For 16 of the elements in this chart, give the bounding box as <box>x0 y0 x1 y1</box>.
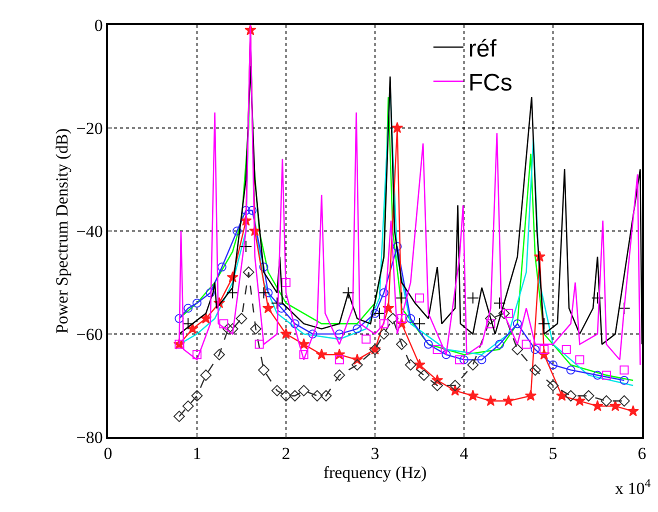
y-tick-label: 0 <box>94 16 103 35</box>
x-tick-label: 4 <box>460 444 469 464</box>
y-tick-label: −40 <box>76 222 103 241</box>
x-axis-title: frequency (Hz) <box>323 463 427 482</box>
text: x 10$^{4}$ <box>615 476 651 498</box>
x-tick-label: 5 <box>548 444 558 464</box>
legend-label: FCs <box>468 70 512 97</box>
x-tick-label: 6 <box>638 444 646 464</box>
y-tick-label: −60 <box>76 324 103 344</box>
y-axis-title: Power Spectrum Density (dB) <box>52 128 72 334</box>
x-tick-label: 3 <box>370 444 380 464</box>
y-tick-label: −20 <box>76 118 103 138</box>
y-tick-label: −80 <box>76 428 103 447</box>
x-tick-label: 2 <box>282 444 290 464</box>
legend-label: réf <box>468 35 497 62</box>
x-tick-label: 1 <box>192 444 202 464</box>
